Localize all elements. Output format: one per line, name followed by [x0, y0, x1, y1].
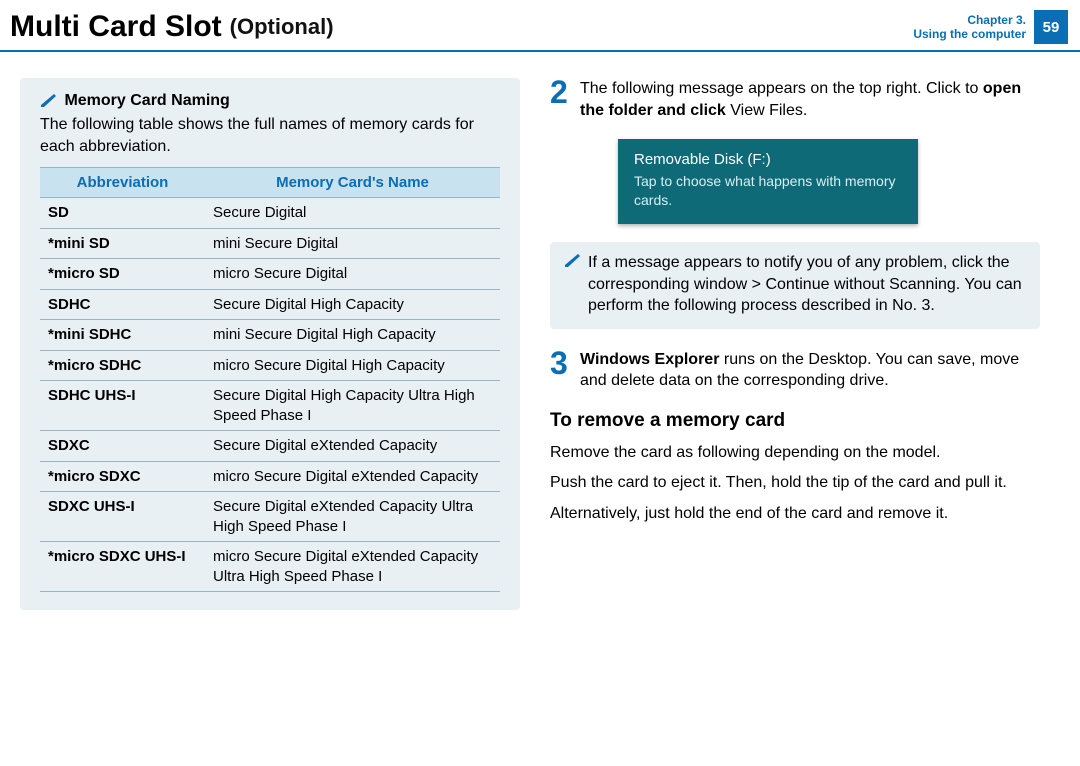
- right-column: 2 The following message appears on the t…: [550, 78, 1040, 610]
- table-cell-name: micro Secure Digital High Capacity: [205, 350, 500, 381]
- table-cell-abbr: *micro SDXC UHS-I: [40, 542, 205, 592]
- left-column: Memory Card Naming The following table s…: [20, 78, 520, 610]
- step-2-body: The following message appears on the top…: [580, 78, 1040, 121]
- note-bold-1: > Continue without Scanning: [752, 276, 956, 293]
- problem-note-box: If a message appears to notify you of an…: [550, 242, 1040, 329]
- table-row: *mini SDmini Secure Digital: [40, 228, 500, 259]
- step-2: 2 The following message appears on the t…: [550, 78, 1040, 121]
- page-number-badge: 59: [1034, 10, 1068, 44]
- table-cell-name: micro Secure Digital eXtended Capacity: [205, 461, 500, 492]
- table-cell-abbr: SD: [40, 198, 205, 229]
- table-cell-name: Secure Digital High Capacity: [205, 289, 500, 320]
- page-title-optional: (Optional): [230, 14, 334, 40]
- table-cell-name: mini Secure Digital High Capacity: [205, 320, 500, 351]
- remove-p2: Push the card to eject it. Then, hold th…: [550, 472, 1040, 494]
- toast-title: Removable Disk (F:): [634, 151, 902, 168]
- table-cell-abbr: *micro SD: [40, 259, 205, 290]
- chapter-label: Chapter 3. Using the computer: [913, 13, 1034, 41]
- page-title-main: Multi Card Slot: [10, 10, 222, 44]
- table-cell-abbr: SDXC UHS-I: [40, 492, 205, 542]
- table-row: SDXC UHS-ISecure Digital eXtended Capaci…: [40, 492, 500, 542]
- remove-p3: Alternatively, just hold the end of the …: [550, 503, 1040, 525]
- table-cell-name: micro Secure Digital eXtended Capacity U…: [205, 542, 500, 592]
- table-row: *micro SDmicro Secure Digital: [40, 259, 500, 290]
- table-row: *micro SDXC UHS-Imicro Secure Digital eX…: [40, 542, 500, 592]
- table-row: SDHC UHS-ISecure Digital High Capacity U…: [40, 381, 500, 431]
- table-cell-abbr: SDXC: [40, 431, 205, 462]
- problem-note-body: If a message appears to notify you of an…: [588, 252, 1026, 317]
- content-area: Memory Card Naming The following table s…: [0, 52, 1080, 620]
- table-cell-name: mini Secure Digital: [205, 228, 500, 259]
- table-header-row: Abbreviation Memory Card's Name: [40, 168, 500, 198]
- table-cell-abbr: *micro SDHC: [40, 350, 205, 381]
- note-icon: [564, 252, 582, 317]
- chapter-line2: Using the computer: [913, 27, 1026, 41]
- page-header: Multi Card Slot (Optional) Chapter 3. Us…: [0, 0, 1080, 52]
- table-row: SDSecure Digital: [40, 198, 500, 229]
- chapter-line1: Chapter 3.: [913, 13, 1026, 27]
- removable-disk-toast[interactable]: Removable Disk (F:) Tap to choose what h…: [618, 139, 918, 224]
- remove-p1: Remove the card as following depending o…: [550, 442, 1040, 464]
- table-cell-abbr: SDHC UHS-I: [40, 381, 205, 431]
- step-3-number: 3: [550, 347, 580, 392]
- memory-naming-title: Memory Card Naming: [64, 92, 229, 109]
- table-row: *mini SDHCmini Secure Digital High Capac…: [40, 320, 500, 351]
- table-cell-name: Secure Digital: [205, 198, 500, 229]
- table-header-abbr: Abbreviation: [40, 168, 205, 198]
- memory-card-table: Abbreviation Memory Card's Name SDSecure…: [40, 167, 500, 592]
- table-cell-name: Secure Digital eXtended Capacity Ultra H…: [205, 492, 500, 542]
- table-cell-abbr: *mini SD: [40, 228, 205, 259]
- toast-message: Tap to choose what happens with memory c…: [634, 172, 902, 210]
- memory-naming-box: Memory Card Naming The following table s…: [20, 78, 520, 610]
- step-2-number: 2: [550, 76, 580, 121]
- table-row: SDHCSecure Digital High Capacity: [40, 289, 500, 320]
- step-3-bold: Windows Explorer: [580, 351, 719, 368]
- remove-heading: To remove a memory card: [550, 410, 1040, 432]
- table-cell-abbr: SDHC: [40, 289, 205, 320]
- step-2-text-before: The following message appears on the top…: [580, 80, 983, 97]
- memory-naming-desc: The following table shows the full names…: [40, 114, 500, 157]
- table-cell-abbr: *mini SDHC: [40, 320, 205, 351]
- table-row: SDXCSecure Digital eXtended Capacity: [40, 431, 500, 462]
- step-3-body: Windows Explorer runs on the Desktop. Yo…: [580, 349, 1040, 392]
- table-cell-name: Secure Digital High Capacity Ultra High …: [205, 381, 500, 431]
- table-cell-name: micro Secure Digital: [205, 259, 500, 290]
- table-cell-name: Secure Digital eXtended Capacity: [205, 431, 500, 462]
- memory-naming-header: Memory Card Naming: [40, 92, 500, 110]
- step-3: 3 Windows Explorer runs on the Desktop. …: [550, 349, 1040, 392]
- table-cell-abbr: *micro SDXC: [40, 461, 205, 492]
- table-row: *micro SDHCmicro Secure Digital High Cap…: [40, 350, 500, 381]
- header-right: Chapter 3. Using the computer 59: [913, 10, 1080, 44]
- table-header-name: Memory Card's Name: [205, 168, 500, 198]
- table-row: *micro SDXCmicro Secure Digital eXtended…: [40, 461, 500, 492]
- note-icon: [40, 92, 58, 108]
- step-2-text-after: View Files.: [726, 102, 808, 119]
